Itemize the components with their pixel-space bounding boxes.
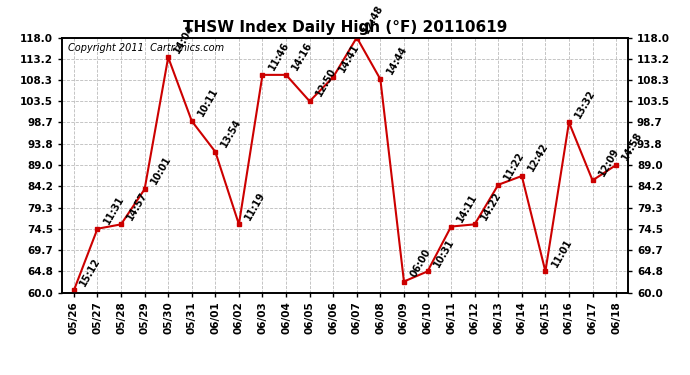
Text: 12:50: 12:50	[314, 67, 338, 99]
Text: 14:04: 14:04	[172, 22, 197, 54]
Text: 14:41: 14:41	[337, 42, 362, 74]
Text: 11:46: 11:46	[266, 40, 290, 72]
Text: 12:09: 12:09	[597, 146, 621, 178]
Text: 10:31: 10:31	[432, 237, 456, 268]
Text: 10:11: 10:11	[196, 86, 220, 118]
Text: 14:22: 14:22	[479, 190, 503, 222]
Text: 13:32: 13:32	[573, 88, 598, 120]
Text: 14:44: 14:44	[384, 45, 408, 76]
Text: 14:16: 14:16	[290, 40, 315, 72]
Text: 15:12: 15:12	[78, 256, 102, 288]
Text: 11:19: 11:19	[243, 190, 267, 222]
Text: 14:57: 14:57	[125, 190, 149, 222]
Text: 10:01: 10:01	[149, 154, 173, 186]
Text: 12:42: 12:42	[526, 141, 550, 173]
Text: 11:31: 11:31	[101, 194, 126, 226]
Text: 13:54: 13:54	[219, 117, 244, 149]
Text: 11:22: 11:22	[502, 150, 526, 182]
Text: 11:01: 11:01	[549, 237, 573, 268]
Title: THSW Index Daily High (°F) 20110619: THSW Index Daily High (°F) 20110619	[183, 20, 507, 35]
Text: Copyright 2011  Cartronics.com: Copyright 2011 Cartronics.com	[68, 43, 224, 52]
Text: 14:58: 14:58	[620, 130, 644, 162]
Text: 12:48: 12:48	[361, 3, 385, 35]
Text: 06:00: 06:00	[408, 247, 432, 279]
Text: 14:11: 14:11	[455, 192, 480, 224]
